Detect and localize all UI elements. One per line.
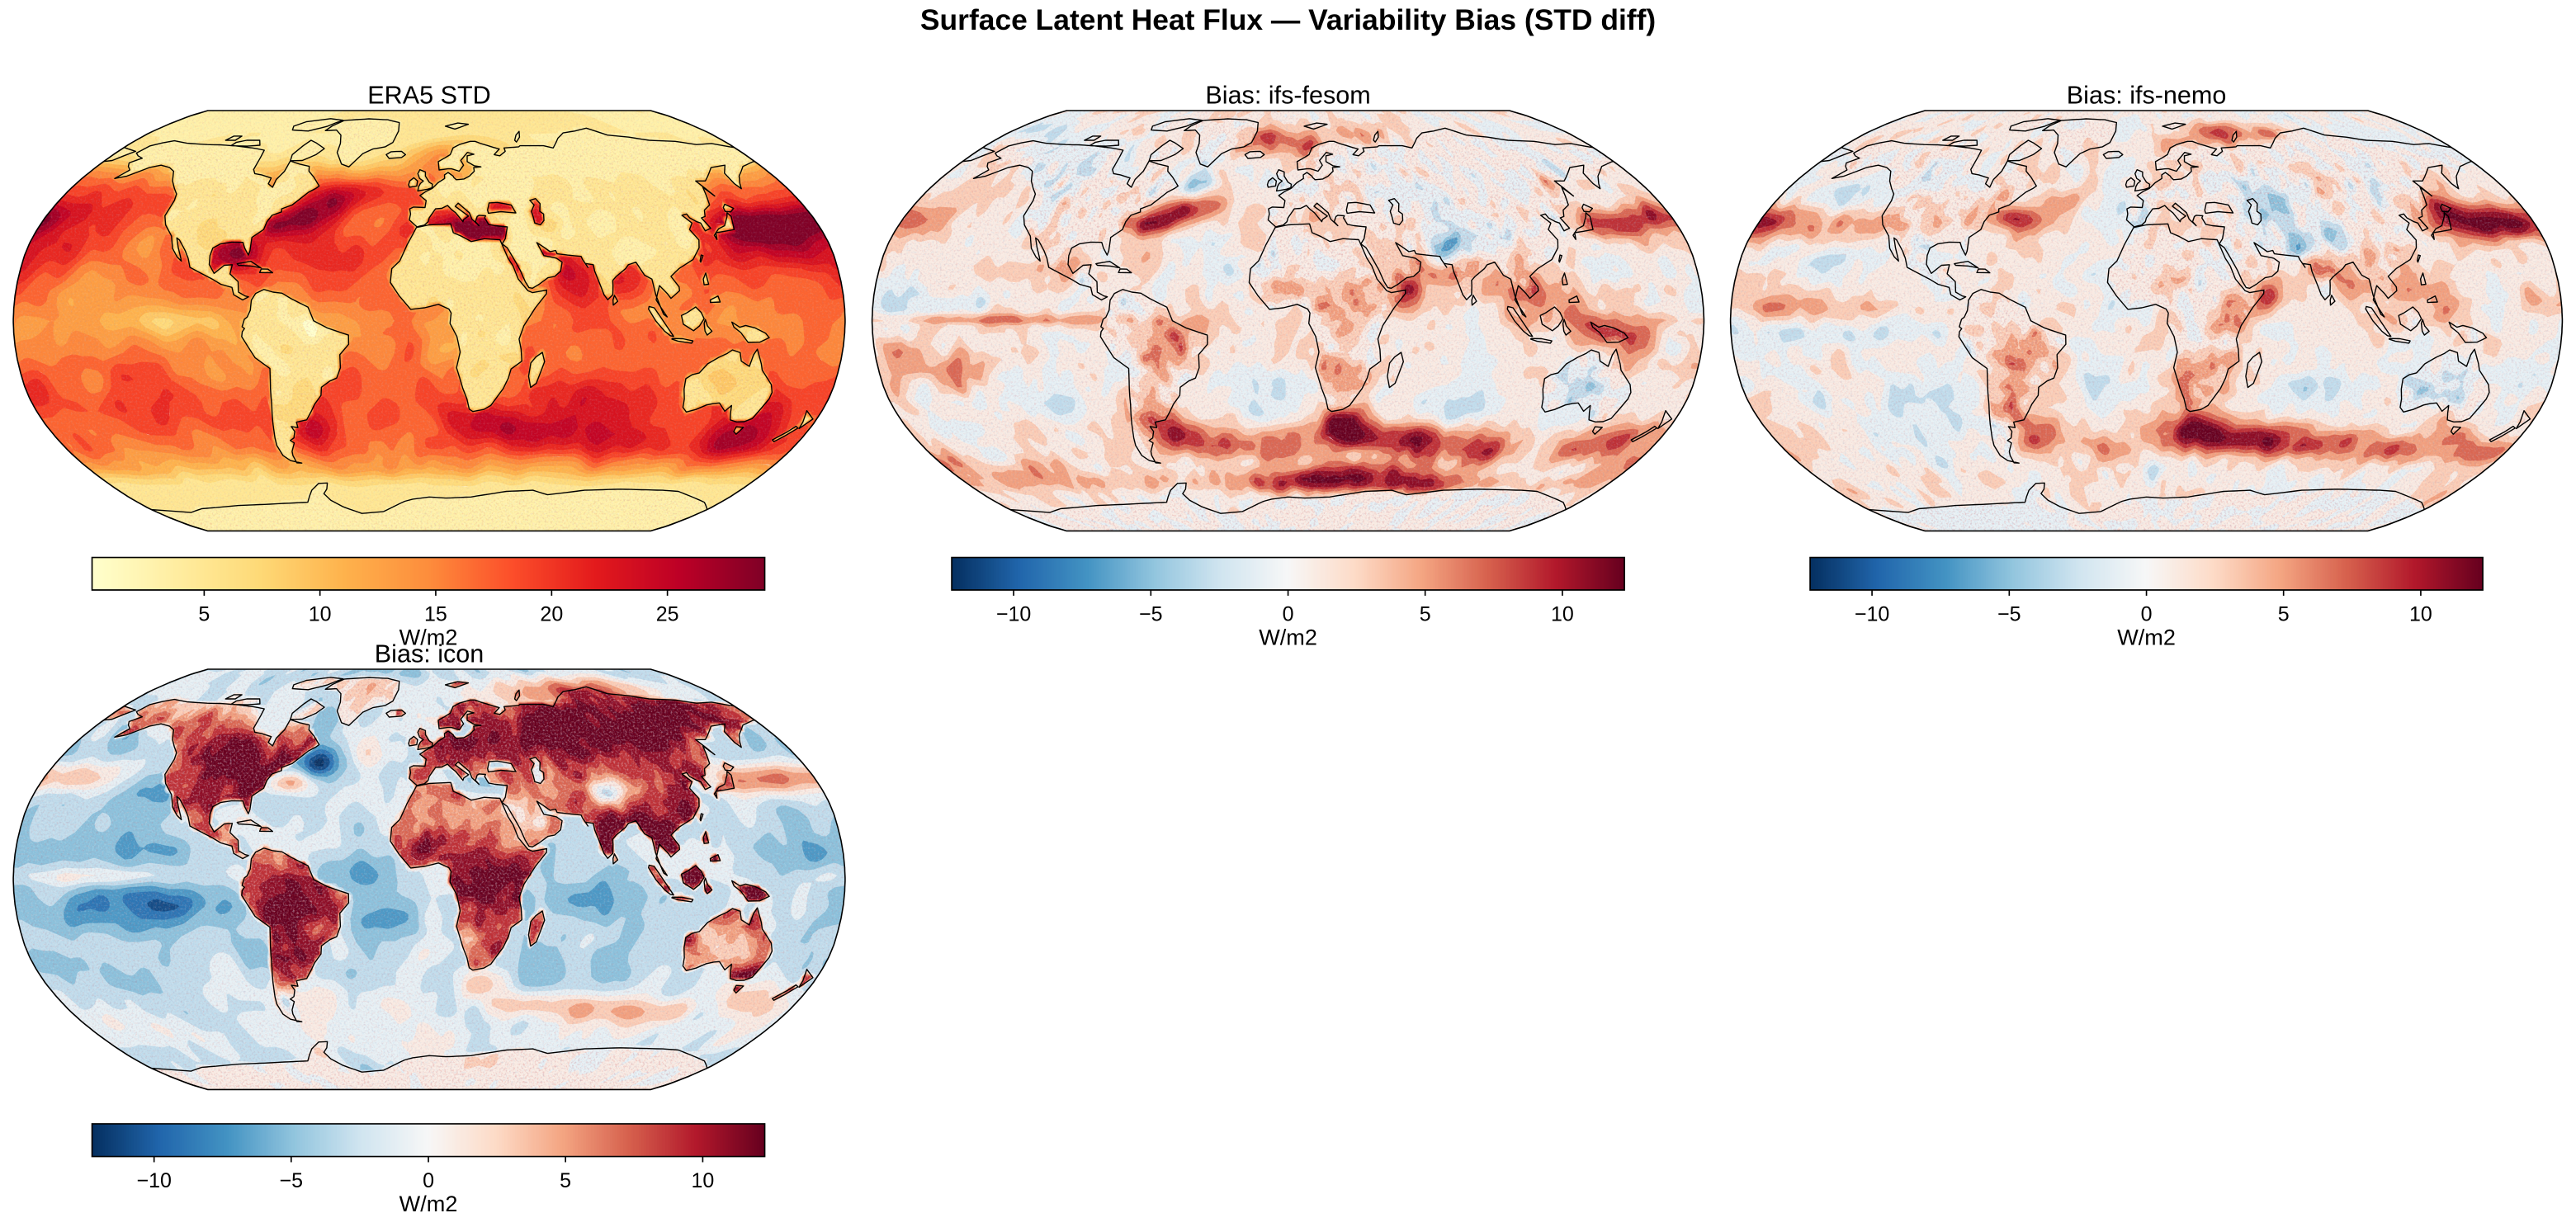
svg-text:10: 10 [2409,602,2432,625]
svg-text:0: 0 [1283,602,1294,625]
svg-text:10: 10 [1551,602,1574,625]
svg-text:Bias: icon: Bias: icon [375,640,484,668]
svg-text:−10: −10 [996,602,1031,625]
svg-text:W/m2: W/m2 [2117,625,2176,650]
svg-text:10: 10 [309,602,332,625]
svg-text:5: 5 [198,602,210,625]
svg-text:Bias: ifs-nemo: Bias: ifs-nemo [2067,82,2227,110]
svg-text:5: 5 [560,1169,571,1192]
svg-text:W/m2: W/m2 [399,625,458,650]
svg-text:25: 25 [656,602,679,625]
svg-text:10: 10 [691,1169,714,1192]
svg-text:−10: −10 [1855,602,1889,625]
svg-text:−5: −5 [1139,602,1163,625]
svg-text:Bias: ifs-fesom: Bias: ifs-fesom [1205,82,1370,110]
svg-text:−5: −5 [1997,602,2021,625]
svg-text:ERA5 STD: ERA5 STD [367,82,490,110]
svg-text:W/m2: W/m2 [399,1191,458,1213]
svg-text:20: 20 [540,602,563,625]
svg-text:−10: −10 [136,1169,171,1192]
svg-text:5: 5 [1420,602,1431,625]
svg-text:0: 0 [2141,602,2153,625]
svg-text:5: 5 [2278,602,2290,625]
svg-text:−5: −5 [280,1169,304,1192]
svg-text:W/m2: W/m2 [1259,625,1317,650]
svg-text:15: 15 [424,602,447,625]
svg-text:Surface Latent Heat Flux — Var: Surface Latent Heat Flux — Variability B… [920,3,1656,36]
svg-text:0: 0 [423,1169,434,1192]
